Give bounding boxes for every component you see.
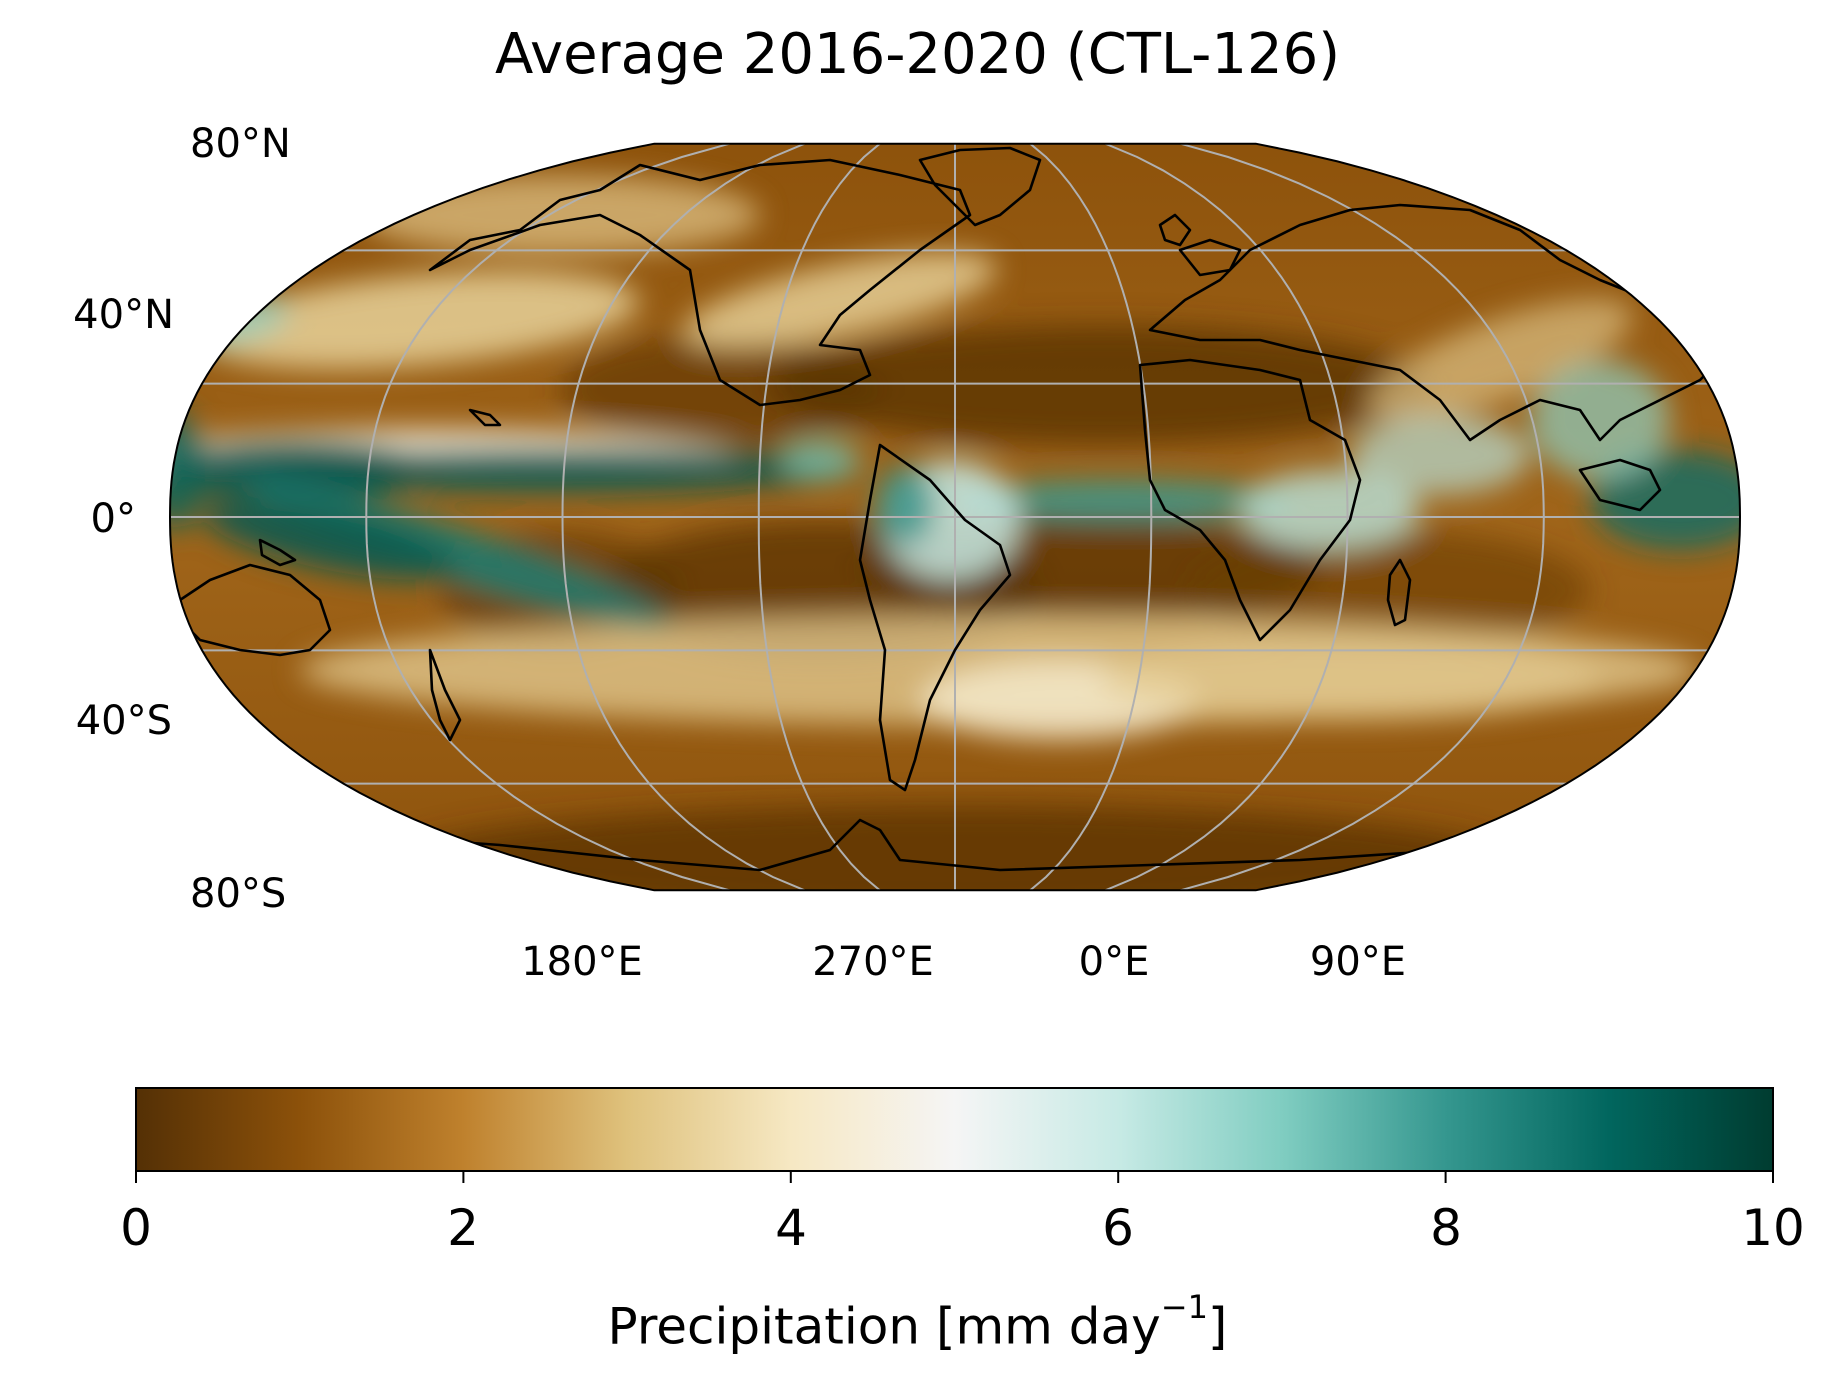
coastline-segment <box>428 648 462 742</box>
coastline-segment <box>258 538 297 567</box>
lon-label-180e: 180°E <box>521 939 643 985</box>
colorbar <box>135 1087 1774 1183</box>
colorbar-label-exponent: −1 <box>1160 1288 1208 1326</box>
lat-label-40n: 40°N <box>73 292 174 338</box>
coastline-segment <box>178 563 332 657</box>
lat-label-0: 0° <box>90 496 136 542</box>
coastline-segment <box>1178 238 1242 277</box>
lon-label-0e: 0°E <box>1078 939 1150 985</box>
coastline-segment <box>1386 558 1412 627</box>
colorbar-tick-label: 4 <box>775 1199 807 1257</box>
map-axes <box>168 142 1742 892</box>
lat-label-40s: 40°S <box>75 698 172 744</box>
colorbar-tick-label: 10 <box>1741 1199 1805 1257</box>
colorbar-label: Precipitation [mm day−1] <box>0 1285 1835 1357</box>
lon-label-90e: 90°E <box>1309 939 1407 985</box>
coastline-segment <box>1158 213 1192 247</box>
precip-field <box>170 175 1740 891</box>
colorbar-label-close: ] <box>1207 1297 1228 1356</box>
coastline-segment <box>1138 358 1362 642</box>
colorbar-tick-label: 0 <box>120 1199 152 1257</box>
lat-label-80n: 80°N <box>190 121 291 167</box>
page-title: Average 2016-2020 (CTL-126) <box>494 22 1341 87</box>
coastline-segment <box>359 818 1561 872</box>
coastline-segment <box>918 146 1042 227</box>
colorbar-ticks <box>135 1171 1774 1183</box>
colorbar-label-text: Precipitation [mm day <box>607 1297 1161 1356</box>
colorbar-tick-label: 2 <box>447 1199 479 1257</box>
colorbar-ramp <box>135 1087 1774 1172</box>
colorbar-tick-label: 6 <box>1102 1199 1134 1257</box>
colorbar-tick-label: 8 <box>1430 1199 1462 1257</box>
map-boundary <box>168 142 1742 892</box>
coastline-segment <box>858 443 1012 792</box>
lon-label-270e: 270°E <box>812 939 934 985</box>
coastlines <box>178 146 1722 872</box>
coastline-segment <box>468 408 502 427</box>
coastline-segment <box>428 158 972 407</box>
coastline-segment <box>1148 203 1722 442</box>
lat-label-80s: 80°S <box>190 871 287 917</box>
coastline-segment <box>1578 458 1662 512</box>
